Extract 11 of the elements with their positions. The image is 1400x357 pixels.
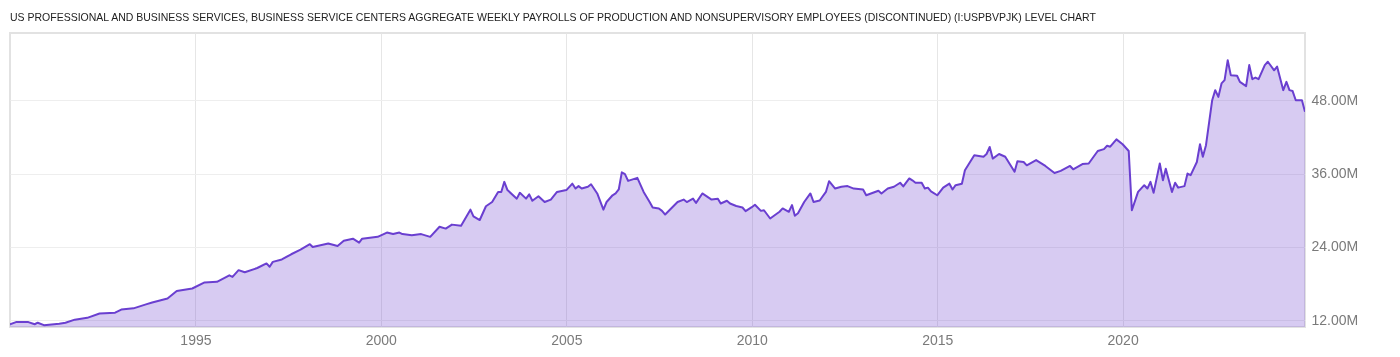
x-tick-label: 2010 <box>736 331 769 348</box>
y-tick-label: 12.00M <box>1311 311 1359 328</box>
x-tick-label: 2020 <box>1107 331 1139 348</box>
x-tick-label: 2015 <box>922 331 954 348</box>
x-tick-label: 2000 <box>365 331 398 348</box>
chart-title: US PROFESSIONAL AND BUSINESS SERVICES, BUSINESS SERVICE CENTERS AGGREGATE WEEKLY PAYROLLS OF PRODUCTION AND NONSUPERVISORY EMPLOYEES (DISCONTINUED) (I:USPBVPJK) LEVEL CHART <box>10 10 1097 23</box>
y-tick-label: 48.00M <box>1311 91 1359 108</box>
x-tick-label: 1995 <box>180 331 212 348</box>
y-tick-label: 36.00M <box>1311 165 1359 182</box>
x-tick-label: 2005 <box>551 331 583 348</box>
y-tick-label: 24.00M <box>1311 238 1359 255</box>
